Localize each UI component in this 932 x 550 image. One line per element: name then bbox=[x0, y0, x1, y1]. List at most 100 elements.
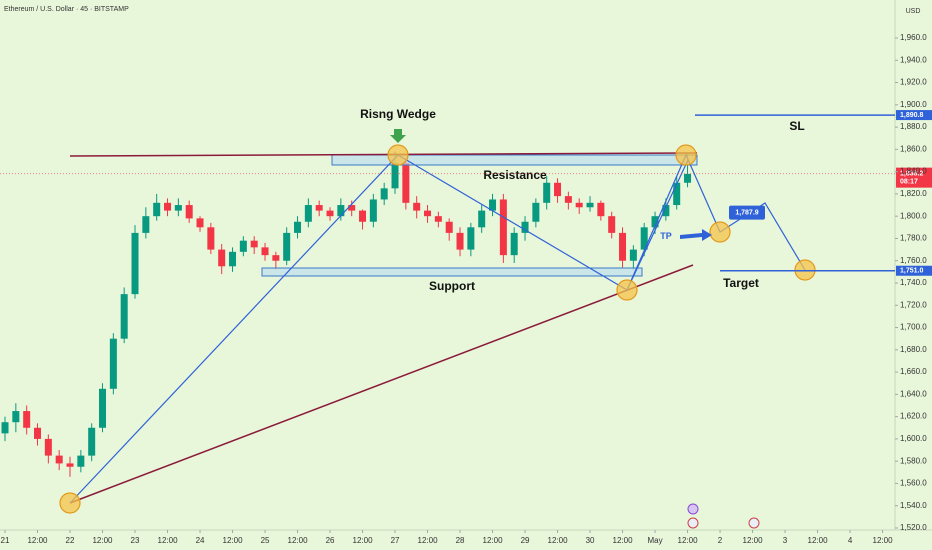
y-tick-label: 1,540.0 bbox=[900, 501, 927, 510]
sl-price-label: 1,890.8 bbox=[900, 112, 923, 119]
y-tick-label: 1,620.0 bbox=[900, 412, 927, 421]
y-tick-label: 1,640.0 bbox=[900, 389, 927, 398]
candle-body bbox=[229, 251, 237, 267]
drawings bbox=[59, 129, 816, 529]
pivot bbox=[675, 144, 697, 166]
candle-body bbox=[196, 218, 204, 228]
y-tick-label: 1,760.0 bbox=[900, 256, 927, 265]
x-tick-label: 27 bbox=[391, 536, 400, 545]
x-tick-label: May bbox=[647, 536, 662, 545]
candle-body bbox=[174, 205, 182, 211]
y-tick-label: 1,800.0 bbox=[900, 211, 927, 220]
y-tick-label: 1,720.0 bbox=[900, 300, 927, 309]
candle-body bbox=[348, 205, 356, 211]
candle-body bbox=[164, 202, 172, 211]
x-tick-label: 12:00 bbox=[418, 536, 439, 545]
x-tick-label: 12:00 bbox=[678, 536, 699, 545]
candle-body bbox=[673, 182, 681, 206]
candle-body bbox=[608, 216, 616, 233]
x-tick-label: 25 bbox=[261, 536, 270, 545]
candle-body bbox=[88, 427, 96, 456]
candle-body bbox=[597, 202, 605, 217]
candle-body bbox=[456, 232, 464, 250]
candle-body bbox=[467, 227, 475, 250]
x-tick-label: 22 bbox=[66, 536, 75, 545]
y-tick-label: 1,920.0 bbox=[900, 78, 927, 87]
candle-body bbox=[109, 338, 117, 389]
flag-icon bbox=[748, 517, 760, 529]
x-tick-label: 12:00 bbox=[808, 536, 829, 545]
candle-body bbox=[44, 438, 52, 456]
candle-body bbox=[489, 199, 497, 211]
candle-body bbox=[510, 232, 518, 256]
sl-label: SL bbox=[789, 119, 804, 133]
candle-body bbox=[532, 202, 540, 222]
down-arrow bbox=[390, 129, 406, 143]
x-tick-label: 3 bbox=[783, 536, 788, 545]
candle-body bbox=[424, 210, 432, 217]
candle-body bbox=[554, 182, 562, 197]
pivot bbox=[59, 492, 81, 514]
candle-body bbox=[207, 227, 215, 250]
pivot bbox=[616, 279, 638, 301]
candle-body bbox=[185, 205, 193, 219]
last-price-box bbox=[896, 167, 932, 188]
candle-body bbox=[521, 221, 529, 233]
support-label: Support bbox=[429, 279, 475, 293]
last-price-label: 1,838.2 bbox=[900, 170, 923, 177]
pattern-label: Risng Wedge bbox=[360, 107, 436, 121]
wedge-bottom bbox=[69, 264, 694, 504]
chart-title: Ethereum / U.S. Dollar · 45 · BITSTAMP bbox=[4, 6, 129, 13]
y-tick-label: 1,880.0 bbox=[900, 122, 927, 131]
candle-body bbox=[239, 240, 247, 252]
x-tick-label: 21 bbox=[1, 536, 10, 545]
x-tick-label: 29 bbox=[521, 536, 530, 545]
target-label: Target bbox=[723, 276, 759, 290]
y-tick-label: 1,840.0 bbox=[900, 167, 927, 176]
candles bbox=[1, 151, 692, 477]
resistance-zone bbox=[331, 154, 698, 166]
y-tick-label: 1,960.0 bbox=[900, 33, 927, 42]
candle-body bbox=[391, 162, 399, 189]
candle-body bbox=[55, 455, 63, 464]
x-tick-label: 4 bbox=[848, 536, 853, 545]
candle-body bbox=[131, 232, 139, 295]
candle-body bbox=[651, 216, 659, 228]
y-tick-label: 1,820.0 bbox=[900, 189, 927, 198]
x-tick-label: 2 bbox=[718, 536, 723, 545]
sl-box bbox=[896, 110, 932, 121]
x-tick-label: 12:00 bbox=[27, 536, 48, 545]
tp-arrow bbox=[680, 229, 712, 241]
path-line bbox=[626, 159, 689, 291]
candle-body bbox=[99, 388, 107, 428]
x-tick-label: 12:00 bbox=[613, 536, 634, 545]
x-tick-label: 12:00 bbox=[223, 536, 244, 545]
candle-body bbox=[1, 422, 9, 434]
y-tick-label: 1,940.0 bbox=[900, 55, 927, 64]
candle-body bbox=[629, 249, 637, 261]
x-tick-label: 12:00 bbox=[743, 536, 764, 545]
candle-body bbox=[261, 247, 269, 256]
candle-body bbox=[543, 182, 551, 203]
candle-body bbox=[445, 221, 453, 233]
x-tick-label: 12:00 bbox=[353, 536, 374, 545]
candle-body bbox=[499, 199, 507, 256]
candle-body bbox=[662, 205, 670, 217]
y-tick-label: 1,660.0 bbox=[900, 367, 927, 376]
y-tick-label: 1,900.0 bbox=[900, 100, 927, 109]
y-tick-label: 1,780.0 bbox=[900, 234, 927, 243]
x-tick-label: 12:00 bbox=[873, 536, 894, 545]
tp-box bbox=[729, 205, 765, 220]
candle-body bbox=[380, 188, 388, 200]
candle-body bbox=[619, 232, 627, 261]
tp-label: TP bbox=[660, 231, 672, 241]
y-tick-label: 1,700.0 bbox=[900, 323, 927, 332]
x-tick-label: 12:00 bbox=[92, 536, 113, 545]
y-tick-label: 1,680.0 bbox=[900, 345, 927, 354]
x-tick-label: 12:00 bbox=[158, 536, 179, 545]
x-tick-label: 23 bbox=[131, 536, 140, 545]
x-tick-label: 24 bbox=[196, 536, 205, 545]
candle-body bbox=[12, 411, 20, 423]
x-tick-label: 28 bbox=[456, 536, 465, 545]
y-tick-label: 1,740.0 bbox=[900, 278, 927, 287]
